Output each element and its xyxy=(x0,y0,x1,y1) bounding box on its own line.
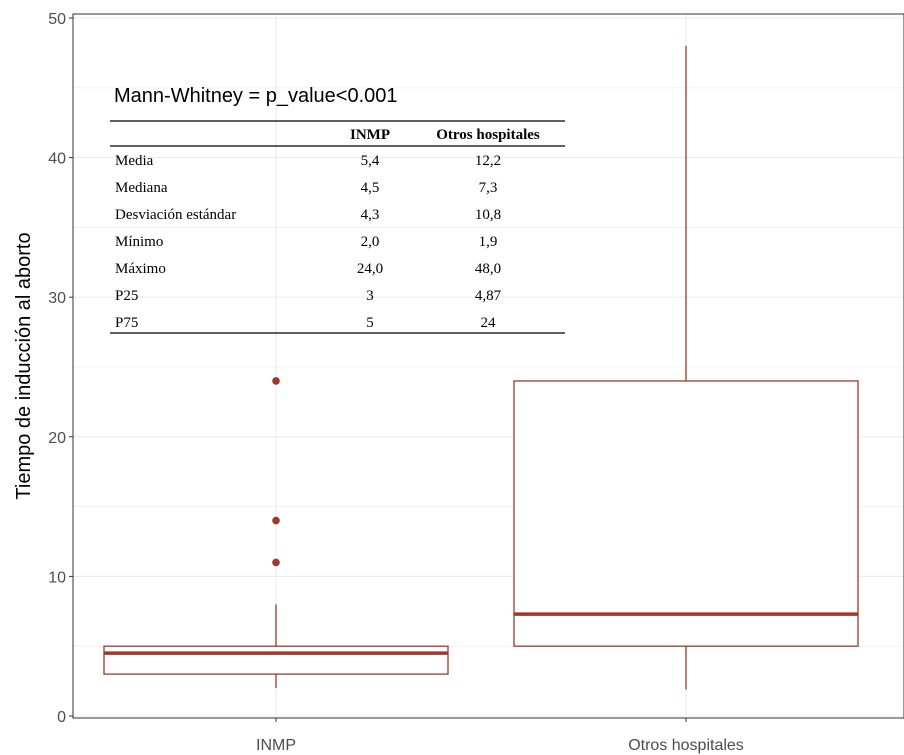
x-axis: INMP Otros hospitales xyxy=(256,718,744,754)
y-tick-label: 10 xyxy=(48,569,66,586)
y-axis-title: Tiempo de inducción al aborto xyxy=(13,232,35,499)
y-tick-label: 50 xyxy=(48,11,66,28)
outlier-point xyxy=(272,516,280,525)
table-header: Otros hospitales xyxy=(436,127,540,143)
table-cell: 4,3 xyxy=(361,207,380,223)
box-layer xyxy=(103,45,859,690)
table-header: INMP xyxy=(350,127,390,143)
table-row-label: Media xyxy=(115,153,154,169)
table-cell: 24 xyxy=(481,315,497,331)
plot-panel-border xyxy=(72,13,904,719)
table-cell: 7,3 xyxy=(479,180,498,196)
y-axis: 0 10 20 30 40 50 xyxy=(48,11,73,726)
outlier-point xyxy=(272,558,280,567)
table-cell: 24,0 xyxy=(357,261,383,277)
box-otros-hospitales xyxy=(513,45,859,690)
table-row-label: P25 xyxy=(115,288,138,304)
table-cell: 10,8 xyxy=(475,207,501,223)
y-tick-label: 20 xyxy=(48,430,66,447)
outlier-point xyxy=(272,377,280,385)
x-tick-label: Otros hospitales xyxy=(628,737,744,754)
table-cell: 5 xyxy=(366,315,374,331)
test-label: Mann-Whitney = p_value<0.001 xyxy=(114,85,398,107)
table-cell: 2,0 xyxy=(361,234,380,250)
stats-annotation: Mann-Whitney = p_value<0.001 INMP Otros h… xyxy=(110,85,565,334)
stats-table: INMP Otros hospitales Media 5,4 12,2 Mediana 4… xyxy=(110,120,565,334)
table-row-label: Desviación estándar xyxy=(115,207,236,223)
table-row-label: Mínimo xyxy=(115,234,163,250)
table-row-label: Máximo xyxy=(115,261,166,277)
table-cell: 12,2 xyxy=(475,153,501,169)
table-row-label: P75 xyxy=(115,315,138,331)
box-iqr xyxy=(103,645,449,675)
y-tick-label: 0 xyxy=(57,709,66,726)
table-cell: 4,87 xyxy=(475,288,502,304)
table-cell: 48,0 xyxy=(475,261,501,277)
y-tick-label: 40 xyxy=(48,151,66,168)
table-row-label: Mediana xyxy=(115,180,168,196)
table-cell: 3 xyxy=(366,288,374,304)
box-inmp xyxy=(103,377,449,689)
table-cell: 4,5 xyxy=(361,180,380,196)
table-cell: 5,4 xyxy=(361,153,380,169)
table-cell: 1,9 xyxy=(479,234,498,250)
x-tick-label: INMP xyxy=(256,737,296,754)
box-iqr xyxy=(513,380,859,647)
y-tick-label: 30 xyxy=(48,290,66,307)
